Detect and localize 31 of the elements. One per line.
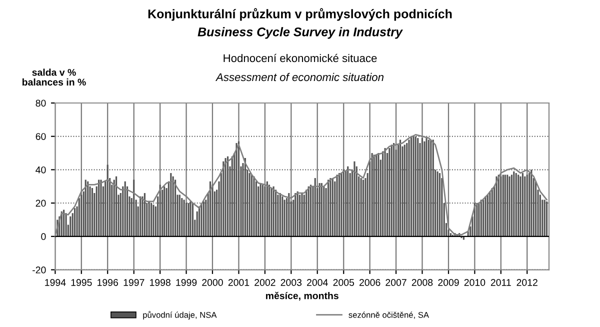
x-tick-label: 2006	[360, 279, 380, 286]
x-tick-label: 1996	[98, 279, 118, 286]
x-axis-title: měsíce, months	[266, 292, 338, 301]
y-tick-label: 0	[41, 233, 46, 240]
x-tick-label: 2010	[464, 279, 486, 286]
x-tick-label: 1999	[176, 279, 197, 286]
legend-label: původní údaje, NSA	[143, 311, 217, 320]
x-tick-label: 2008	[412, 279, 433, 286]
x-tick-label: 2005	[333, 279, 354, 286]
y-tick-label: 40	[36, 166, 46, 174]
y-tick-label: 20	[36, 200, 46, 207]
x-tick-label: 2011	[490, 279, 511, 286]
y-tick-label: 80	[36, 100, 46, 107]
chart-title: Konjunkturální průzkum v průmyslových podnicích Business Cycle Survey in Industry	[148, 8, 452, 39]
x-tick-label: 2004	[307, 279, 328, 286]
x-tick-label: 2012	[516, 279, 538, 286]
x-tick-label: 2009	[438, 279, 459, 286]
x-tick-label: 1998	[150, 279, 170, 286]
x-tick-label: 2003	[280, 279, 302, 286]
x-tick-label: 2007	[386, 279, 406, 286]
chart-subtitle: Hodnocení ekonomické situace Assessment of economic situation	[215, 54, 384, 82]
x-tick-label: 1995	[71, 279, 92, 286]
y-tick-label: -20	[32, 266, 46, 274]
y-axis-title: salda v % balances in %	[22, 68, 86, 86]
y-tick-label: 60	[36, 133, 46, 140]
x-tick-label: 1994	[45, 279, 66, 286]
x-tick-label: 1997	[124, 279, 144, 286]
x-tick-label: 2002	[254, 279, 276, 286]
x-tick-label: 2000	[202, 279, 223, 286]
legend-label: sezónně očištěné, SA	[348, 312, 430, 319]
x-tick-label: 2001	[228, 279, 250, 286]
